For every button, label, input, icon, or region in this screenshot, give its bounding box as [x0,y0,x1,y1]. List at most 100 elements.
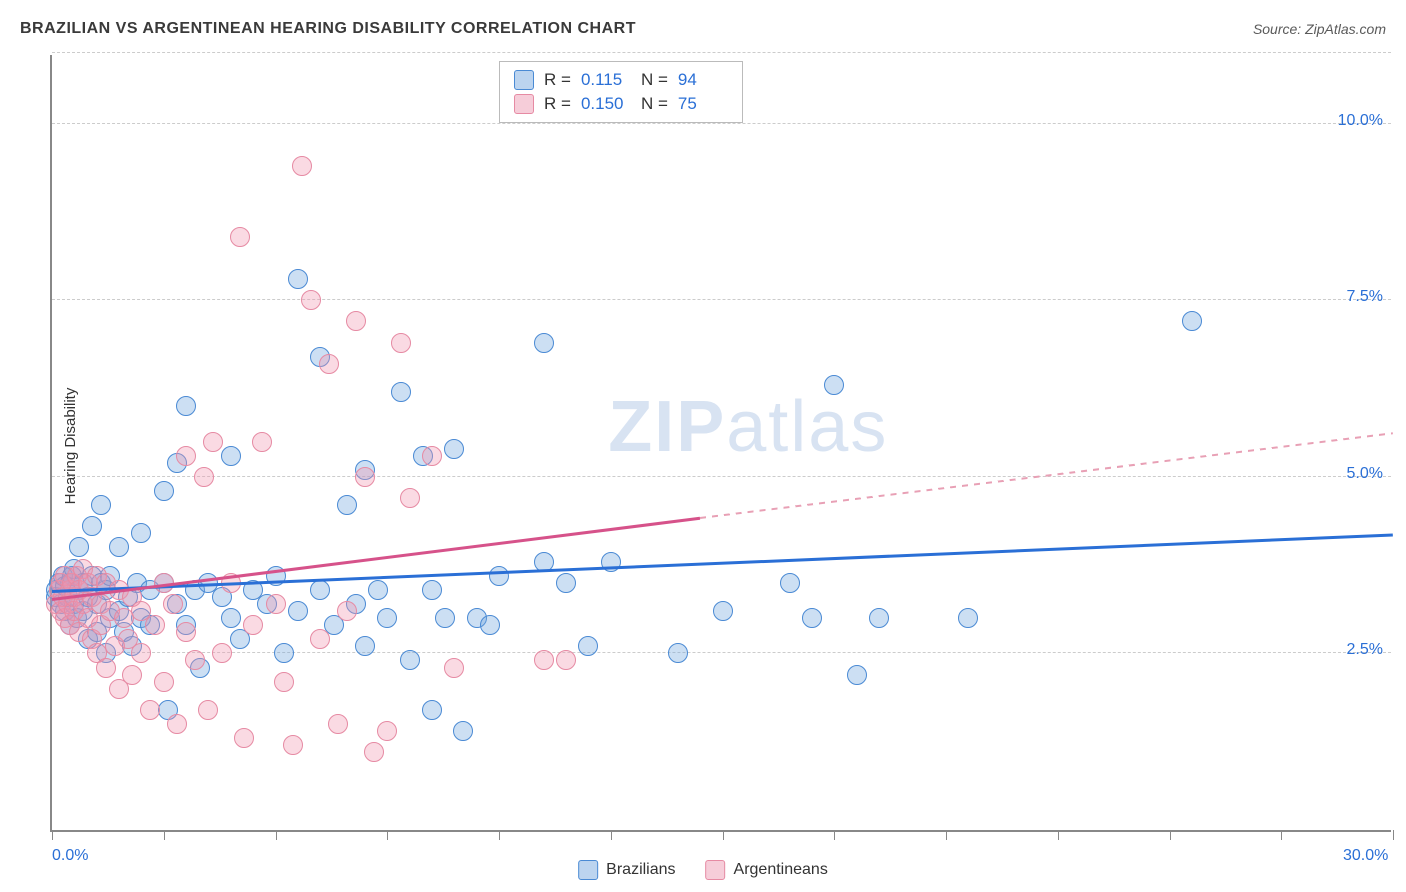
legend-label: Brazilians [606,861,675,879]
data-point [167,714,187,734]
data-point [310,629,330,649]
data-point [96,658,116,678]
y-tick-label: 10.0% [1338,112,1383,130]
y-tick-label: 7.5% [1347,288,1383,306]
data-point [176,396,196,416]
gridline-h [52,299,1391,300]
data-point [668,643,688,663]
data-point [847,665,867,685]
data-point [534,650,554,670]
data-point [377,721,397,741]
data-point [266,594,286,614]
chart-header: BRAZILIAN VS ARGENTINEAN HEARING DISABIL… [20,20,1386,38]
data-point [400,650,420,670]
legend-swatch [578,860,598,880]
data-point [444,658,464,678]
data-point [122,665,142,685]
data-point [221,446,241,466]
data-point [252,432,272,452]
plot-area: ZIPatlas 2.5%5.0%7.5%10.0%0.0%30.0%R =0.… [50,55,1391,832]
y-tick-label: 2.5% [1347,641,1383,659]
data-point [368,580,388,600]
data-point [288,601,308,621]
data-point [453,721,473,741]
stat-r-value: 0.115 [581,70,631,90]
legend-stats-row: R = 0.150 N = 75 [514,92,728,116]
data-point [163,594,183,614]
chart-container: BRAZILIAN VS ARGENTINEAN HEARING DISABIL… [0,0,1406,892]
data-point [489,566,509,586]
stat-n-value: 75 [678,94,728,114]
data-point [176,446,196,466]
x-tick [1393,830,1394,840]
data-point [91,495,111,515]
data-point [109,537,129,557]
x-tick-label: 0.0% [52,847,88,865]
data-point [212,643,232,663]
x-tick [276,830,277,840]
x-tick [164,830,165,840]
data-point [824,375,844,395]
data-point [713,601,733,621]
data-point [337,601,357,621]
data-point [82,516,102,536]
x-tick [52,830,53,840]
stat-r-value: 0.150 [581,94,631,114]
data-point [185,650,205,670]
data-point [869,608,889,628]
legend-bottom: Brazilians Argentineans [578,860,828,880]
x-tick [946,830,947,840]
data-point [140,700,160,720]
trend-line [52,534,1393,594]
legend-item: Argentineans [706,860,828,880]
data-point [131,643,151,663]
data-point [958,608,978,628]
data-point [435,608,455,628]
x-tick [387,830,388,840]
legend-item: Brazilians [578,860,675,880]
x-tick [499,830,500,840]
data-point [319,354,339,374]
chart-title: BRAZILIAN VS ARGENTINEAN HEARING DISABIL… [20,20,636,38]
legend-swatch [514,70,534,90]
stat-r-label: R = [544,70,571,90]
data-point [234,728,254,748]
data-point [346,311,366,331]
data-point [444,439,464,459]
data-point [283,735,303,755]
data-point [243,615,263,635]
x-tick [723,830,724,840]
watermark: ZIPatlas [608,386,888,468]
data-point [154,481,174,501]
stat-n-label: N = [641,70,668,90]
x-tick [1058,830,1059,840]
data-point [364,742,384,762]
data-point [131,523,151,543]
data-point [355,467,375,487]
legend-swatch [706,860,726,880]
legend-stats-row: R = 0.115 N = 94 [514,68,728,92]
data-point [422,700,442,720]
data-point [310,580,330,600]
data-point [391,333,411,353]
data-point [274,643,294,663]
data-point [198,700,218,720]
stat-n-value: 94 [678,70,728,90]
x-tick [1170,830,1171,840]
data-point [328,714,348,734]
stat-r-label: R = [544,94,571,114]
data-point [203,432,223,452]
data-point [288,269,308,289]
data-point [556,650,576,670]
data-point [422,580,442,600]
legend-swatch [514,94,534,114]
x-tick-label: 30.0% [1343,847,1388,865]
stat-n-label: N = [641,94,668,114]
watermark-light: atlas [726,387,888,467]
data-point [391,382,411,402]
x-tick [1281,830,1282,840]
gridline-h [52,476,1391,477]
data-point [556,573,576,593]
x-tick [611,830,612,840]
data-point [176,622,196,642]
